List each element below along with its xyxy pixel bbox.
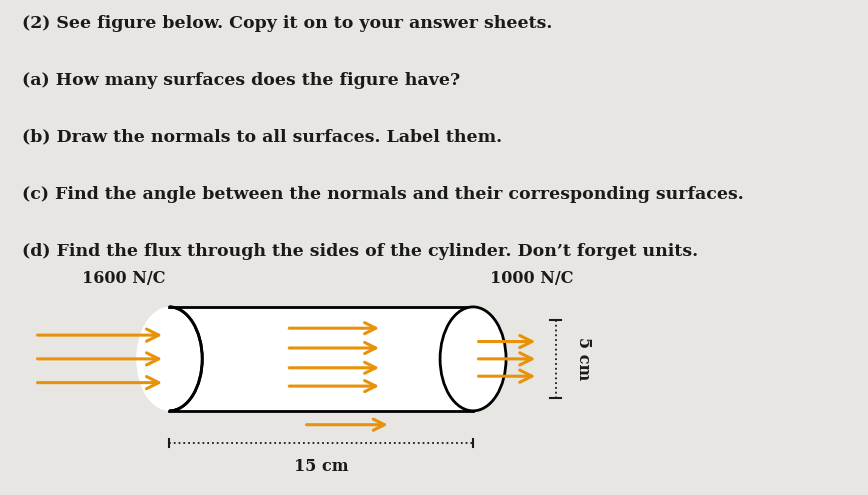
Text: 5 cm: 5 cm [575,337,592,381]
Ellipse shape [136,307,202,411]
Text: 15 cm: 15 cm [294,458,348,475]
Text: (c) Find the angle between the normals and their corresponding surfaces.: (c) Find the angle between the normals a… [22,186,744,202]
Text: (2) See figure below. Copy it on to your answer sheets.: (2) See figure below. Copy it on to your… [22,15,552,32]
Text: (a) How many surfaces does the figure have?: (a) How many surfaces does the figure ha… [22,72,460,89]
Bar [169,307,473,411]
Text: (d) Find the flux through the sides of the cylinder. Don’t forget units.: (d) Find the flux through the sides of t… [22,243,698,259]
Text: 1600 N/C: 1600 N/C [82,270,166,287]
Text: 1000 N/C: 1000 N/C [490,270,574,287]
Ellipse shape [440,307,506,411]
Text: (b) Draw the normals to all surfaces. Label them.: (b) Draw the normals to all surfaces. La… [22,129,502,146]
